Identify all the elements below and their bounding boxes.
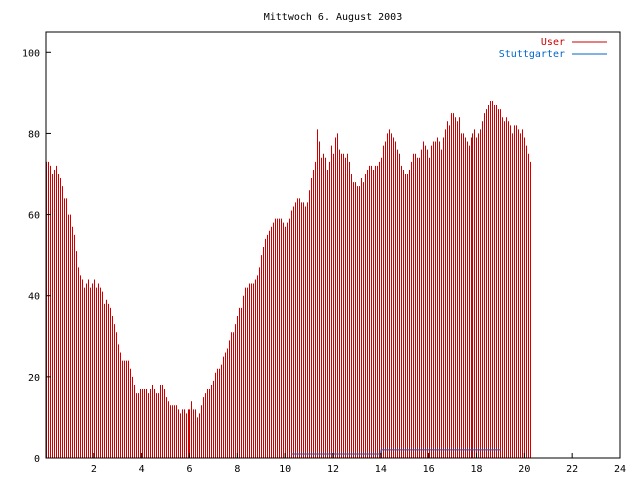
legend: User Stuttgarter (499, 37, 607, 60)
stuttgarter-series-line (291, 449, 501, 455)
x-tick-label: 16 (423, 464, 435, 475)
x-tick-label: 8 (234, 464, 240, 475)
y-tick-label: 60 (28, 211, 40, 222)
x-tick-label: 4 (139, 464, 145, 475)
x-tick-label: 10 (279, 464, 291, 475)
y-tick-label: 80 (28, 129, 40, 140)
x-axis: 2 4 6 8 10 12 14 16 18 20 22 24 (91, 453, 626, 475)
x-tick-label: 14 (375, 464, 387, 475)
x-tick-label: 18 (470, 464, 482, 475)
x-tick-label: 22 (566, 464, 578, 475)
x-tick-label: 12 (327, 464, 339, 475)
y-axis: 0 20 40 60 80 100 (22, 48, 51, 465)
legend-label-user: User (541, 37, 565, 48)
chart-title: Mittwoch 6. August 2003 (264, 12, 402, 23)
legend-label-stuttgarter: Stuttgarter (499, 49, 565, 60)
y-tick-label: 40 (28, 292, 40, 303)
x-tick-label: 6 (186, 464, 192, 475)
x-tick-label: 20 (518, 464, 530, 475)
x-tick-label: 24 (614, 464, 626, 475)
stuttgarter-line (291, 449, 501, 455)
x-tick-label: 2 (91, 464, 97, 475)
y-tick-label: 0 (34, 454, 40, 465)
user-bars (46, 100, 531, 458)
y-tick-label: 100 (22, 48, 40, 59)
y-tick-label: 20 (28, 373, 40, 384)
